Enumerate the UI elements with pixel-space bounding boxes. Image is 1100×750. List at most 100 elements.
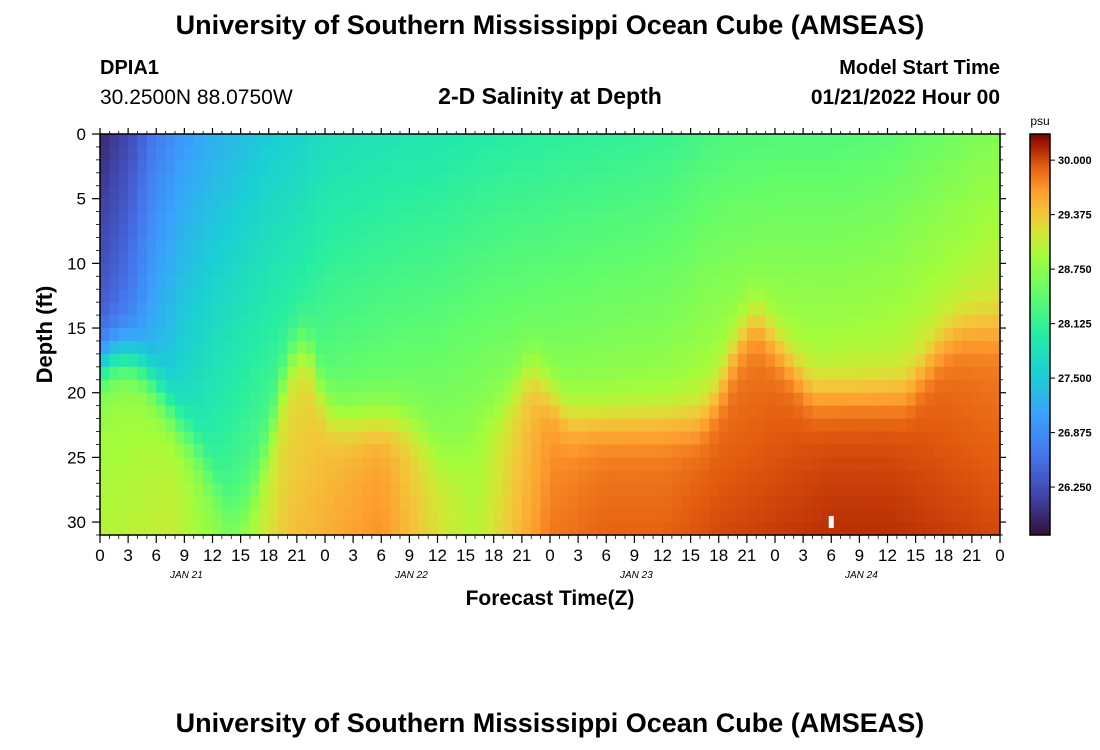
heatmap-cell bbox=[343, 134, 354, 148]
heatmap-cell bbox=[484, 340, 495, 355]
heatmap-cell bbox=[334, 172, 345, 187]
heatmap-cell bbox=[484, 224, 495, 239]
heatmap-cell bbox=[540, 185, 551, 200]
heatmap-cell bbox=[831, 289, 842, 303]
heatmap-cell bbox=[775, 444, 785, 458]
heatmap-cell bbox=[456, 366, 467, 381]
heatmap-cell bbox=[925, 276, 935, 290]
heatmap-cell bbox=[784, 146, 795, 161]
heatmap-cell bbox=[278, 237, 289, 252]
heatmap-cell bbox=[446, 431, 457, 446]
heatmap-cell bbox=[296, 470, 307, 484]
heatmap-cell bbox=[887, 263, 898, 277]
heatmap-cell bbox=[465, 185, 476, 200]
heatmap-cell bbox=[653, 237, 664, 252]
heatmap-cell bbox=[915, 405, 926, 420]
heatmap-cell bbox=[606, 302, 617, 316]
heatmap-cell bbox=[193, 328, 204, 342]
heatmap-cell bbox=[296, 496, 307, 510]
heatmap-cell bbox=[990, 483, 1001, 497]
heatmap-cell bbox=[353, 185, 364, 200]
heatmap-cell bbox=[428, 483, 439, 497]
heatmap-cell bbox=[765, 379, 776, 394]
heatmap-cell bbox=[165, 224, 176, 239]
heatmap-cell bbox=[840, 431, 851, 446]
heatmap-cell bbox=[306, 483, 317, 497]
heatmap-cell bbox=[287, 470, 298, 484]
heatmap-cell bbox=[634, 353, 645, 368]
heatmap-cell bbox=[221, 159, 232, 174]
heatmap-cell bbox=[943, 496, 954, 510]
heatmap-cell bbox=[465, 470, 476, 484]
heatmap-cell bbox=[568, 198, 579, 213]
heatmap-cell bbox=[925, 198, 935, 213]
heatmap-cell bbox=[868, 483, 879, 497]
heatmap-cell bbox=[578, 366, 589, 381]
heatmap-cell bbox=[568, 366, 579, 381]
heatmap-cell bbox=[559, 159, 570, 174]
x-tick-label: 3 bbox=[798, 546, 807, 565]
heatmap-cell bbox=[915, 457, 926, 471]
heatmap-cell bbox=[737, 263, 748, 277]
heatmap-cell bbox=[868, 496, 879, 510]
heatmap-cell bbox=[456, 457, 467, 471]
heatmap-cell bbox=[943, 405, 954, 420]
heatmap-cell bbox=[409, 353, 420, 368]
heatmap-cell bbox=[400, 366, 410, 381]
heatmap-cell bbox=[850, 250, 860, 264]
heatmap-cell bbox=[812, 211, 823, 226]
heatmap-cell bbox=[578, 198, 589, 213]
heatmap-cell bbox=[606, 522, 617, 536]
heatmap-cell bbox=[268, 496, 279, 510]
heatmap-cell bbox=[700, 211, 710, 226]
heatmap-cell bbox=[250, 470, 260, 484]
heatmap-cell bbox=[896, 289, 907, 303]
heatmap-cell bbox=[962, 496, 973, 510]
heatmap-cell bbox=[109, 405, 120, 420]
heatmap-cell bbox=[268, 366, 279, 381]
heatmap-cell bbox=[840, 328, 851, 342]
heatmap-cell bbox=[765, 522, 776, 536]
heatmap-cell bbox=[484, 470, 495, 484]
heatmap-cell bbox=[165, 405, 176, 420]
heatmap-cell bbox=[390, 496, 401, 510]
heatmap-cell bbox=[559, 172, 570, 187]
heatmap-cell bbox=[353, 250, 364, 264]
heatmap-cell bbox=[371, 159, 382, 174]
heatmap-cell bbox=[990, 289, 1001, 303]
heatmap-cell bbox=[681, 146, 692, 161]
heatmap-cell bbox=[475, 379, 485, 394]
heatmap-cell bbox=[775, 457, 785, 471]
heatmap-cell bbox=[765, 263, 776, 277]
heatmap-cell bbox=[803, 224, 814, 239]
heatmap-cell bbox=[418, 496, 429, 510]
heatmap-cell bbox=[231, 522, 242, 536]
heatmap-cell bbox=[484, 509, 495, 523]
heatmap-cell bbox=[784, 483, 795, 497]
heatmap-cell bbox=[971, 496, 982, 510]
x-tick-label: 0 bbox=[95, 546, 104, 565]
heatmap-cell bbox=[446, 315, 457, 329]
heatmap-cell bbox=[671, 159, 682, 174]
heatmap-cell bbox=[896, 470, 907, 484]
heatmap-cell bbox=[709, 211, 720, 226]
heatmap-cell bbox=[240, 263, 251, 277]
heatmap-cell bbox=[981, 250, 992, 264]
heatmap-cell bbox=[400, 276, 410, 290]
heatmap-cell bbox=[362, 328, 373, 342]
heatmap-cell bbox=[184, 353, 195, 368]
heatmap-cell bbox=[550, 405, 560, 420]
heatmap-cell bbox=[587, 146, 598, 161]
colorbar-unit: psu bbox=[1030, 114, 1049, 128]
heatmap-cell bbox=[315, 146, 326, 161]
heatmap-cell bbox=[737, 276, 748, 290]
heatmap-cell bbox=[709, 250, 720, 264]
heatmap-cell bbox=[831, 470, 842, 484]
heatmap-cell bbox=[428, 418, 439, 433]
heatmap-cell bbox=[934, 405, 945, 420]
heatmap-cell bbox=[475, 224, 485, 239]
heatmap-cell bbox=[203, 146, 214, 161]
heatmap-cell bbox=[896, 224, 907, 239]
heatmap-cell bbox=[737, 237, 748, 252]
heatmap-cell bbox=[268, 353, 279, 368]
